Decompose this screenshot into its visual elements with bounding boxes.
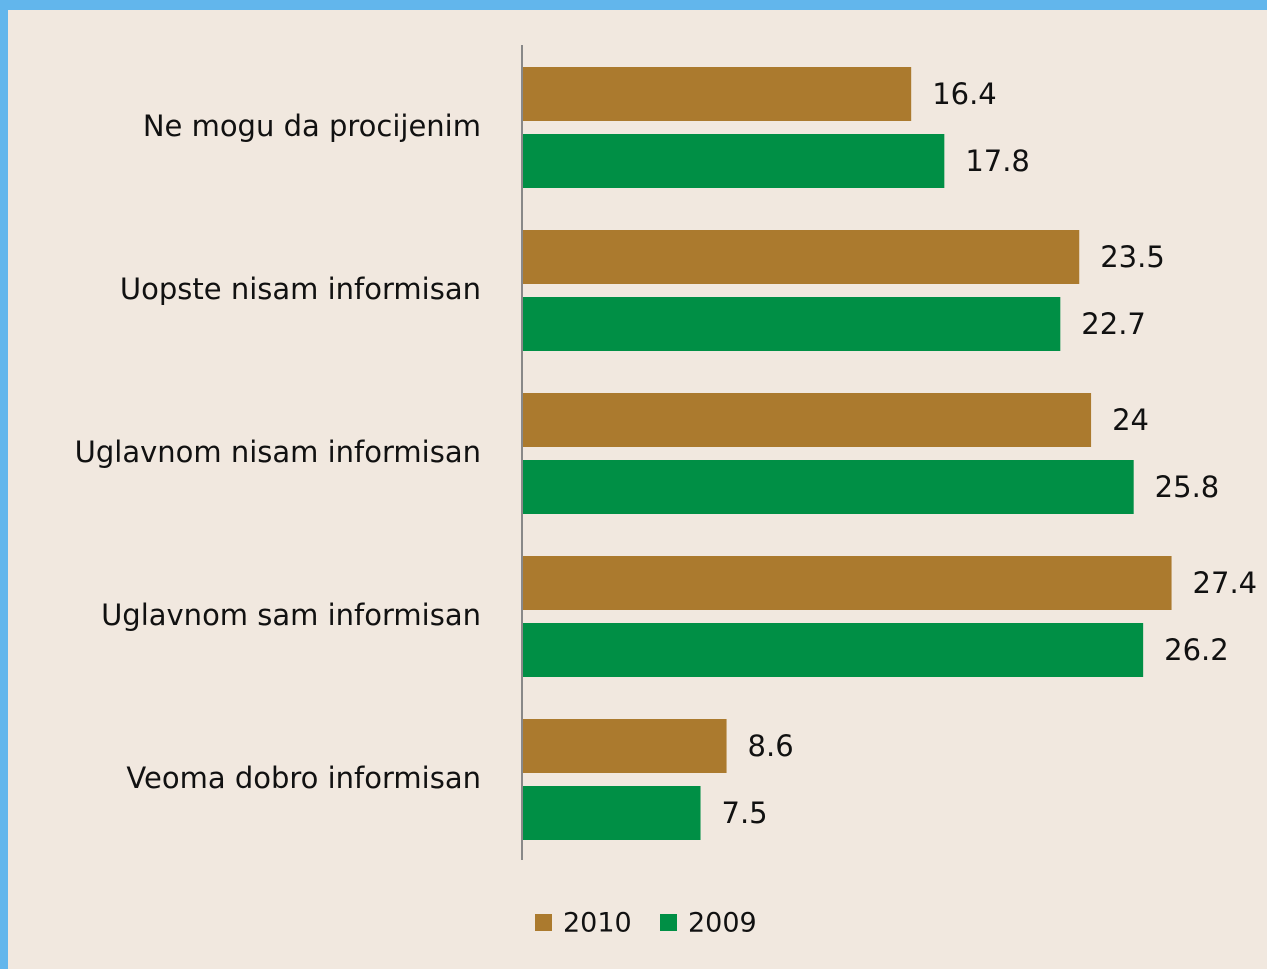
bar [523,623,1144,677]
value-label: 8.6 [748,729,794,763]
bar [523,786,701,840]
value-label: 25.8 [1155,470,1220,504]
legend-label: 2009 [688,908,757,939]
category-label: Uopste nisam informisan [120,272,481,306]
value-label: 7.5 [722,796,768,830]
value-label: 26.2 [1164,633,1229,667]
bar [523,460,1134,514]
legend-swatch [535,914,552,931]
legend-swatch [660,914,677,931]
value-label: 22.7 [1081,307,1146,341]
value-label: 24 [1112,403,1149,437]
legend-label: 2010 [563,908,632,939]
category-label: Ne mogu da procijenim [143,109,481,143]
bar [523,134,945,188]
bar [523,67,912,121]
value-label: 16.4 [932,77,997,111]
bar [523,556,1172,610]
value-label: 27.4 [1193,566,1258,600]
category-label: Uglavnom nisam informisan [75,435,481,469]
category-label: Uglavnom sam informisan [101,598,481,632]
value-label: 23.5 [1100,240,1165,274]
value-label: 17.8 [965,144,1030,178]
category-label: Veoma dobro informisan [126,761,481,795]
bar [523,393,1092,447]
bar [523,297,1061,351]
bar [523,719,727,773]
bar [523,230,1080,284]
